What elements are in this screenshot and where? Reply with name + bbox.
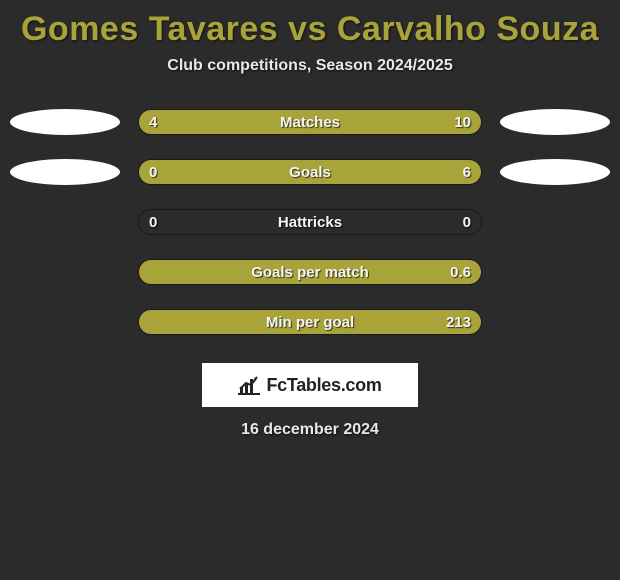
stat-bar: Min per goal213 xyxy=(138,309,482,335)
stat-row: 0Hattricks0 xyxy=(0,209,620,235)
stat-label: Hattricks xyxy=(139,210,481,234)
stat-value-right: 6 xyxy=(453,160,481,184)
chart-icon xyxy=(238,375,260,395)
subtitle: Club competitions, Season 2024/2025 xyxy=(0,57,620,75)
stat-row: Min per goal213 xyxy=(0,309,620,335)
stat-bar: Goals per match0.6 xyxy=(138,259,482,285)
stat-label: Goals xyxy=(139,160,481,184)
stat-label: Matches xyxy=(139,110,481,134)
player-oval-right xyxy=(500,109,610,135)
player-oval-right xyxy=(500,159,610,185)
page-title: Gomes Tavares vs Carvalho Souza xyxy=(0,4,620,57)
date-text: 16 december 2024 xyxy=(0,421,620,439)
stat-value-right: 10 xyxy=(444,110,481,134)
stat-value-right: 213 xyxy=(436,310,481,334)
stat-bar: 4Matches10 xyxy=(138,109,482,135)
stat-bar: 0Hattricks0 xyxy=(138,209,482,235)
stat-row: 0Goals6 xyxy=(0,159,620,185)
comparison-infographic: Gomes Tavares vs Carvalho Souza Club com… xyxy=(0,0,620,439)
stat-row: 4Matches10 xyxy=(0,109,620,135)
player-oval-left xyxy=(10,109,120,135)
stat-value-right: 0 xyxy=(453,210,481,234)
stat-label: Goals per match xyxy=(139,260,481,284)
brand-text: FcTables.com xyxy=(266,375,381,396)
stat-bar: 0Goals6 xyxy=(138,159,482,185)
stat-rows: 4Matches100Goals60Hattricks0Goals per ma… xyxy=(0,109,620,335)
stat-label: Min per goal xyxy=(139,310,481,334)
stat-value-right: 0.6 xyxy=(440,260,481,284)
stat-row: Goals per match0.6 xyxy=(0,259,620,285)
brand-box: FcTables.com xyxy=(202,363,418,407)
player-oval-left xyxy=(10,159,120,185)
